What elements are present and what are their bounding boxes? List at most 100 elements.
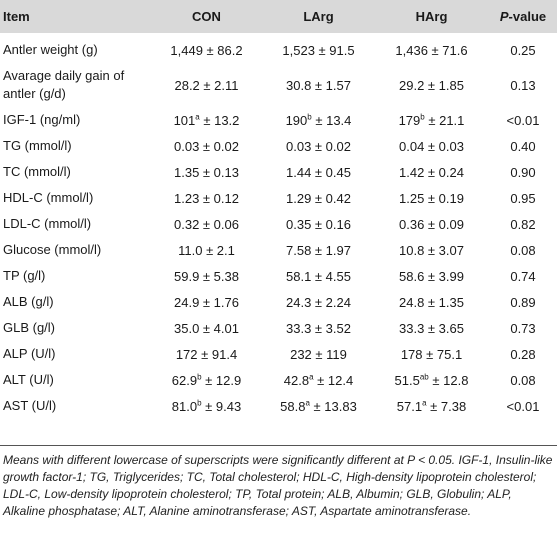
cell-harg-value: 24.8 <box>399 294 425 310</box>
table-row: ALB (g/l) 24.9 ± 1.76 24.3 ± 2.24 24.8 ± 1.… <box>0 289 557 315</box>
cell-larg-value: 33.3 <box>286 320 312 336</box>
cell-harg-value: 57.1 <box>396 398 423 414</box>
cell-harg-value: 58.6 <box>399 268 425 284</box>
table-row: TP (g/l) 59.9 ± 5.38 58.1 ± 4.55 58.6 ± 3.9… <box>0 263 557 289</box>
cell-larg-value: 24.3 <box>286 294 312 310</box>
cell-con-value: 81.0 <box>171 398 198 414</box>
cell-con-value: 172 <box>175 346 198 362</box>
cell-con: 1,449 ± 86.2 <box>150 33 263 63</box>
cell-larg-error: ± 0.42 <box>311 190 351 206</box>
cell-harg-error: ± 3.65 <box>424 320 464 336</box>
cell-harg: 178 ± 75.1 <box>374 341 489 367</box>
cell-item: LDL-C (mmol/l) <box>3 216 92 231</box>
cell-p-value: <0.01 <box>506 398 540 414</box>
cell-con-error: ± 9.43 <box>201 398 242 414</box>
cell-con-value: 1.23 <box>174 190 200 206</box>
cell-harg-error: ± 71.6 <box>427 42 468 58</box>
cell-larg: 0.03 ± 0.02 <box>263 133 374 159</box>
cell-con: 59.9 ± 5.38 <box>150 263 263 289</box>
table-row: TG (mmol/l) 0.03 ± 0.02 0.03 ± 0.02 0.04 ± … <box>0 133 557 159</box>
cell-p-value: 0.25 <box>510 42 536 58</box>
cell-con-error: ± 12.9 <box>201 372 242 388</box>
table-row: Glucose (mmol/l) 11.0 ± 2.1 7.58 ± 1.97 10.… <box>0 237 557 263</box>
cell-con-value: 0.03 <box>174 138 200 154</box>
cell-harg-value: 0.36 <box>399 216 425 232</box>
cell-p-value: 0.95 <box>510 190 536 206</box>
header-larg: LArg <box>303 9 334 24</box>
cell-con: 62.9b ± 12.9 <box>150 367 263 393</box>
cell-con-superscript: a <box>195 112 200 122</box>
cell-harg-error: ± 12.8 <box>428 372 469 388</box>
cell-harg-value: 178 <box>400 346 423 362</box>
table-body: Antler weight (g) 1,449 ± 86.2 1,523 ± 91.… <box>0 33 557 419</box>
table-footnote: Means with different lowercase of supers… <box>3 453 553 518</box>
cell-item: GLB (g/l) <box>3 320 56 335</box>
cell-larg-value: 30.8 <box>286 77 312 93</box>
cell-harg-error: ± 21.1 <box>424 112 465 128</box>
cell-item: Glucose (mmol/l) <box>3 242 102 257</box>
cell-con-error: ± 0.06 <box>199 216 239 232</box>
cell-harg-value: 29.2 <box>399 77 425 93</box>
cell-larg-error: ± 3.52 <box>311 320 351 336</box>
cell-item: Antler weight (g) <box>3 42 98 57</box>
results-table: Item CON LArg HArg P-value Antler weight… <box>0 0 557 419</box>
header-harg: HArg <box>415 9 448 24</box>
cell-harg-error: ± 1.35 <box>424 294 464 310</box>
cell-harg-error: ± 75.1 <box>422 346 463 362</box>
cell-harg: 51.5ab ± 12.8 <box>374 367 489 393</box>
cell-larg-value: 1.29 <box>286 190 312 206</box>
cell-con-error: ± 0.13 <box>199 164 239 180</box>
cell-item: HDL-C (mmol/l) <box>3 190 94 205</box>
cell-larg: 7.58 ± 1.97 <box>263 237 374 263</box>
cell-con-value: 101 <box>173 112 196 128</box>
cell-item: TC (mmol/l) <box>3 164 71 179</box>
table-row: HDL-C (mmol/l) 1.23 ± 0.12 1.29 ± 0.42 1.25… <box>0 185 557 211</box>
header-row: Item CON LArg HArg P-value <box>0 0 557 33</box>
cell-con-value: 1.35 <box>174 164 200 180</box>
cell-larg-error: ± 12.4 <box>313 372 354 388</box>
cell-p-value: 0.08 <box>510 372 536 388</box>
cell-con-error: ± 13.2 <box>199 112 240 128</box>
cell-con-error: ± 1.76 <box>199 294 239 310</box>
cell-harg: 33.3 ± 3.65 <box>374 315 489 341</box>
cell-p-value: 0.13 <box>510 77 536 93</box>
cell-con-error: ± 2.1 <box>202 242 235 258</box>
cell-con-error: ± 0.02 <box>199 138 239 154</box>
cell-item: TP (g/l) <box>3 268 46 283</box>
cell-harg-value: 0.04 <box>399 138 425 154</box>
cell-harg-error: ± 0.19 <box>424 190 464 206</box>
cell-harg-value: 179 <box>398 112 421 128</box>
cell-larg-error: ± 13.4 <box>311 112 352 128</box>
cell-harg-superscript: a <box>422 398 427 408</box>
cell-item: Avarage daily gain of antler (g/d) <box>3 68 125 101</box>
cell-item: ALP (U/l) <box>3 346 56 361</box>
cell-con-value: 0.32 <box>174 216 200 232</box>
cell-con: 1.23 ± 0.12 <box>150 185 263 211</box>
cell-con: 35.0 ± 4.01 <box>150 315 263 341</box>
cell-con-value: 62.9 <box>171 372 198 388</box>
cell-harg-superscript: ab <box>419 372 429 382</box>
cell-larg: 190b ± 13.4 <box>263 107 374 133</box>
cell-larg-error: ± 13.83 <box>309 398 357 414</box>
cell-larg-superscript: a <box>309 372 314 382</box>
cell-item: IGF-1 (ng/ml) <box>3 112 81 127</box>
cell-harg-error: ± 3.07 <box>424 242 464 258</box>
cell-larg-error: ± 119 <box>311 346 347 362</box>
cell-p-value: 0.40 <box>510 138 536 154</box>
cell-larg-error: ± 1.57 <box>311 77 351 93</box>
cell-harg: 1.42 ± 0.24 <box>374 159 489 185</box>
cell-larg-error: ± 1.97 <box>311 242 351 258</box>
cell-con: 24.9 ± 1.76 <box>150 289 263 315</box>
cell-larg-value: 7.58 <box>286 242 312 258</box>
cell-larg-value: 1,523 <box>282 42 315 58</box>
cell-larg-error: ± 0.02 <box>311 138 351 154</box>
table-bottom-rule <box>0 445 557 446</box>
cell-harg: 29.2 ± 1.85 <box>374 63 489 107</box>
cell-harg-error: ± 1.85 <box>424 77 464 93</box>
cell-harg: 1.25 ± 0.19 <box>374 185 489 211</box>
table-row: Avarage daily gain of antler (g/d) 28.2 ±… <box>0 63 557 107</box>
cell-harg-value: 33.3 <box>399 320 425 336</box>
cell-p-value: 0.89 <box>510 294 536 310</box>
cell-con-value: 35.0 <box>174 320 200 336</box>
cell-harg-error: ± 0.03 <box>424 138 464 154</box>
